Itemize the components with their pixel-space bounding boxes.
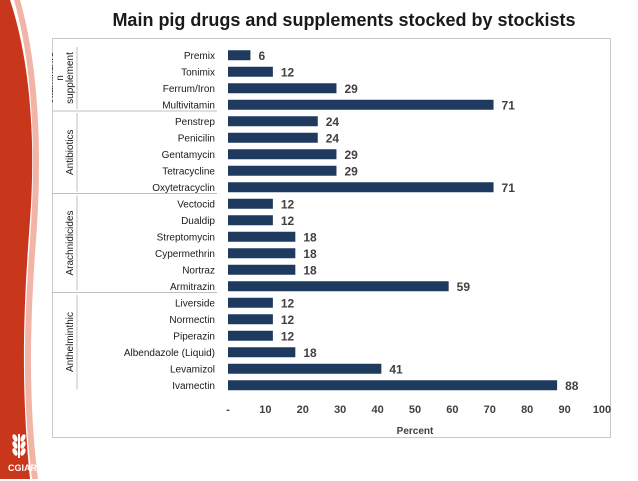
bar (228, 231, 296, 242)
bar (228, 314, 273, 325)
data-label: 6 (258, 49, 265, 63)
data-label: 59 (457, 280, 471, 294)
category-label: Tetracycline (162, 166, 215, 177)
bar (228, 281, 449, 292)
cgiar-livestock-logo: RESEARCH PROGRAM ON Livestock CGIAR (4, 430, 94, 476)
bar (228, 66, 273, 77)
data-label: 18 (303, 230, 317, 244)
data-label: 24 (326, 115, 340, 129)
data-label: 71 (502, 181, 516, 195)
data-label: 12 (281, 296, 295, 310)
bar (228, 264, 296, 275)
category-label: Liverside (175, 298, 215, 309)
chart-title: Main pig drugs and supplements stocked b… (112, 10, 576, 30)
bar (228, 116, 318, 127)
data-label: 18 (303, 346, 317, 360)
category-label: Penicilin (178, 133, 215, 144)
data-label: 18 (303, 263, 317, 277)
category-label: Piperazin (173, 331, 215, 342)
bar (228, 149, 337, 160)
plot-frame (52, 38, 611, 438)
group-label: Antibiotics (65, 129, 76, 175)
data-label: 29 (344, 164, 358, 178)
category-label: Nortraz (182, 265, 215, 276)
data-label: 29 (344, 82, 358, 96)
data-label: 71 (502, 98, 516, 112)
x-tick-label: 20 (297, 404, 309, 416)
category-label: Streptomycin (157, 232, 215, 243)
category-label: Vectocid (177, 199, 215, 210)
wheat-icon (12, 434, 26, 458)
bar (228, 380, 558, 391)
category-label: Albendazole (Liquid) (124, 348, 215, 359)
category-label: Levamizol (170, 364, 215, 375)
bar (228, 347, 296, 358)
data-label: 12 (281, 214, 295, 228)
logo-cgiar-name: CGIAR (8, 463, 38, 473)
data-label: 41 (389, 362, 403, 376)
category-label: Tonimix (181, 67, 215, 78)
side-decoration-band (0, 0, 39, 479)
bar (228, 330, 273, 341)
x-tick-label: 70 (484, 404, 496, 416)
data-label: 18 (303, 247, 317, 261)
data-label: 12 (281, 65, 295, 79)
group-label: n (55, 75, 66, 81)
x-tick-label: - (226, 404, 230, 416)
bar (228, 165, 337, 176)
bar (228, 297, 273, 308)
x-tick-label: 10 (259, 404, 271, 416)
bar (228, 198, 273, 209)
category-label: Premix (184, 51, 215, 62)
data-label: 12 (281, 329, 295, 343)
category-label: Normectin (169, 315, 215, 326)
data-label: 12 (281, 313, 295, 327)
x-tick-label: 90 (558, 404, 570, 416)
bar (228, 363, 382, 374)
category-label: Oxytetracyclin (152, 183, 215, 194)
category-label: Ivamectin (172, 381, 215, 392)
group-label: Arachnidicides (65, 210, 76, 275)
x-tick-label: 30 (334, 404, 346, 416)
bar (228, 132, 318, 143)
group-label: Vitamins/Iro (52, 51, 56, 104)
logo-program-line-2: PROGRAM ON (42, 447, 77, 453)
data-label: 29 (344, 148, 358, 162)
x-axis-title: Percent (397, 426, 434, 437)
category-label: Dualdip (181, 216, 215, 227)
x-tick-label: 50 (409, 404, 421, 416)
x-tick-label: 40 (371, 404, 383, 416)
group-label: supplement (65, 52, 76, 104)
group-label: Anthelminthic (65, 312, 76, 372)
bar (228, 83, 337, 94)
x-tick-label: 80 (521, 404, 533, 416)
category-label: Armitrazin (170, 282, 215, 293)
bar (228, 182, 494, 193)
logo-program-line-1: RESEARCH (42, 440, 70, 446)
category-label: Gentamycin (162, 150, 215, 161)
category-label: Multivitamin (162, 100, 215, 111)
category-label: Ferrum/Iron (163, 84, 215, 95)
data-label: 88 (565, 379, 579, 393)
category-label: Penstrep (175, 117, 215, 128)
bar (228, 215, 273, 226)
bar-chart: Premix 6 Tonimix 12 Ferrum/Iron 29 Multivitami… (52, 38, 611, 438)
bar (228, 99, 494, 110)
logo-program-line-3: Livestock (42, 455, 68, 461)
data-label: 24 (326, 131, 340, 145)
data-label: 12 (281, 197, 295, 211)
bar (228, 50, 251, 61)
category-label: Cypermethrin (155, 249, 215, 260)
x-tick-label: 60 (446, 404, 458, 416)
bar (228, 248, 296, 259)
x-tick-label: 100 (593, 404, 611, 416)
